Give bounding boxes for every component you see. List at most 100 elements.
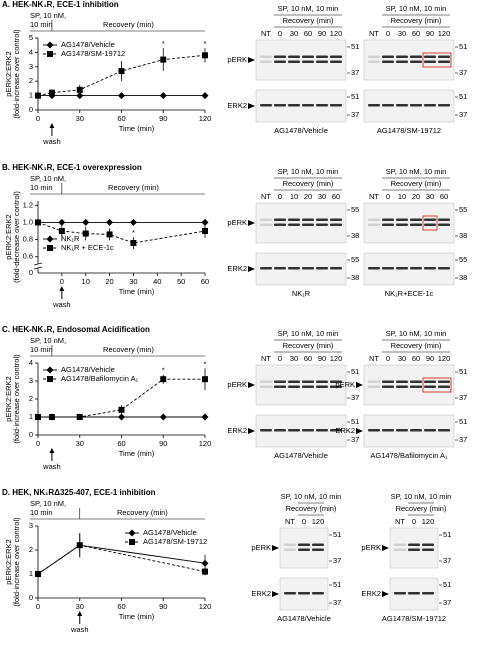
x-tick-label: 0 [60, 277, 64, 286]
row-label: ERK2 [227, 264, 247, 273]
band [302, 267, 314, 270]
band [274, 429, 286, 432]
band [396, 385, 408, 388]
band [302, 104, 314, 107]
lane-label: 120 [330, 29, 343, 38]
mw-label: 37 [351, 435, 359, 444]
marker-diamond [159, 413, 167, 421]
x-tick-label: 30 [129, 277, 137, 286]
marker-square [118, 406, 125, 413]
band [274, 104, 286, 107]
row-label: ERK2 [251, 589, 271, 598]
blot-image [389, 527, 439, 569]
mw-label: 51 [351, 92, 359, 101]
y-axis-title: (fold-decrease over control) [12, 191, 21, 283]
significance-star: * [162, 366, 165, 375]
band [288, 223, 300, 226]
x-tick-label: 60 [117, 602, 125, 611]
legend-label: NK₁R + ECE-1c [61, 243, 114, 252]
legend-label: AG1478/SM-19712 [143, 537, 207, 546]
series-line [37, 222, 206, 244]
legend-label: AG1478/Vehicle [143, 528, 197, 537]
y-tick-label: 3 [29, 62, 33, 71]
lane-label: 0 [302, 517, 306, 526]
band [274, 223, 286, 226]
x-axis-title: Time (min) [119, 612, 155, 621]
blot-caption: AG1478/Vehicle [274, 451, 328, 460]
band [302, 385, 314, 388]
mw-label: 51 [443, 580, 451, 589]
band [284, 543, 296, 546]
band [396, 267, 408, 270]
panel-title: B. HEK-NK₁R, ECE-1 overexpression [2, 163, 142, 172]
mw-label: 55 [351, 205, 359, 214]
mw-label: 51 [333, 530, 341, 539]
band [424, 218, 436, 221]
x-tick-label: 90 [159, 602, 167, 611]
blot-image [255, 364, 347, 406]
lane-label: 0 [412, 517, 416, 526]
blot-subheader: Recovery (min) [391, 16, 442, 25]
x-tick-label: 90 [159, 439, 167, 448]
significance-star: * [204, 39, 207, 48]
marker-diamond [76, 92, 84, 100]
blot-caption: AG1478/SM-19712 [382, 614, 446, 623]
y-tick-label: 1 [29, 412, 33, 421]
band [298, 543, 310, 546]
y-tick-label: 2 [29, 394, 33, 403]
blot-subheader: Recovery (min) [396, 504, 447, 513]
mw-label: 51 [333, 580, 341, 589]
band [382, 429, 394, 432]
band [330, 223, 342, 226]
legend-label: AG1478/Vehicle [61, 40, 115, 49]
marker-square [76, 414, 83, 420]
blot-image [363, 39, 455, 81]
row-arrow [248, 57, 255, 63]
wash-arrowhead [49, 123, 55, 128]
x-tick-label: 90 [159, 114, 167, 123]
band [396, 55, 408, 58]
y-tick-label: 1.2 [23, 200, 33, 209]
highlight-box [422, 52, 452, 68]
mw-label: 38 [459, 231, 467, 240]
blot-image [255, 39, 347, 81]
band [396, 429, 408, 432]
band [408, 543, 420, 546]
band [438, 218, 450, 221]
band [424, 385, 436, 388]
band [260, 55, 272, 58]
band [438, 267, 450, 270]
mw-label: 37 [351, 110, 359, 119]
wash-arrowhead [49, 448, 55, 453]
x-tick-label: 50 [177, 277, 185, 286]
mw-label: 37 [443, 556, 451, 565]
band [382, 60, 394, 63]
stimulus-label: SP, 10 nM, [30, 174, 66, 183]
mw-label: 37 [443, 598, 451, 607]
blot-subheader: Recovery (min) [283, 341, 334, 350]
lane-label: 90 [426, 29, 434, 38]
lane-label: 60 [440, 192, 448, 201]
highlight-box [422, 215, 438, 231]
wash-label: wash [42, 137, 61, 146]
mw-label: 37 [459, 68, 467, 77]
row-label: ERK2 [227, 426, 247, 435]
blot-image [255, 202, 347, 244]
blot-header: SP, 10 nM, 10 min [278, 4, 339, 13]
row-arrow [272, 545, 279, 551]
band [382, 267, 394, 270]
blot-image [279, 527, 329, 569]
band [424, 380, 436, 383]
marker-square [130, 240, 137, 246]
y-tick-label: 0 [29, 105, 33, 114]
marker-square [48, 89, 55, 96]
band [330, 267, 342, 270]
marker-diamond [118, 413, 125, 421]
y-axis-title: (fold-increase over control) [12, 354, 21, 444]
stimulus-label: 10 min [30, 345, 53, 354]
lane-label: 0 [386, 192, 390, 201]
marker-diamond [128, 529, 136, 537]
series-line [37, 544, 206, 575]
band [316, 267, 328, 270]
